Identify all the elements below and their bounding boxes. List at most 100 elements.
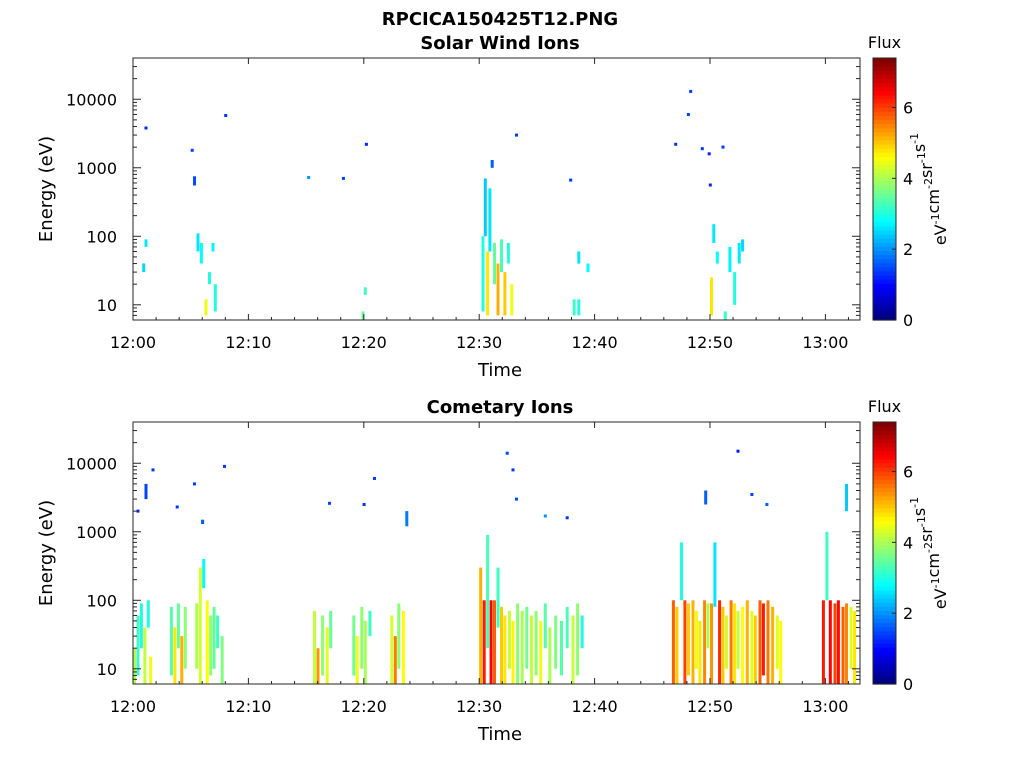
unit-exponent: -1 — [915, 152, 928, 163]
colorbar-tick-label: 0 — [903, 675, 913, 694]
colorbar-swatch — [873, 70, 896, 75]
colorbar-swatch — [873, 532, 896, 538]
unit-base: cm — [924, 553, 943, 577]
spectrogram-cell — [572, 299, 576, 316]
spectrogram-cell — [825, 531, 829, 601]
spectrogram-cell — [144, 126, 148, 130]
plot-frame — [132, 421, 861, 685]
spectrogram-cell — [209, 615, 213, 676]
colorbar-swatch — [873, 593, 896, 599]
spectrogram-cell — [352, 615, 356, 676]
spectrogram-cell — [686, 113, 690, 116]
unit-exponent: -1 — [908, 133, 921, 144]
spectrogram-cell — [363, 620, 367, 684]
colorbar-tick-label: 2 — [903, 240, 913, 259]
unit-exponent: -2 — [922, 542, 935, 553]
spectrogram-cell — [139, 603, 143, 649]
colorbar-unit-label: eV-1cm-2sr-1s-1 — [908, 133, 950, 245]
colorbar-swatch — [873, 107, 896, 112]
colorbar-swatch — [873, 618, 896, 624]
spectrogram-cell — [361, 311, 365, 320]
colorbar-swatch — [873, 266, 896, 272]
colorbar-swatch — [873, 168, 896, 174]
colorbar-swatch — [873, 123, 896, 129]
panel-title: Solar Wind Ions — [420, 33, 579, 54]
colorbar-swatch — [873, 475, 896, 480]
colorbar-swatch — [873, 74, 896, 80]
spectrogram-cell — [479, 567, 483, 684]
colorbar-swatch — [873, 634, 896, 640]
colorbar-swatch — [873, 577, 896, 583]
colorbar-swatch — [873, 254, 896, 260]
y-tick-label: 1000 — [76, 523, 117, 542]
colorbar-swatch — [873, 655, 896, 661]
spectrogram-cell — [771, 606, 775, 684]
colorbar-swatch — [873, 507, 896, 513]
spectrogram-cell — [363, 287, 367, 295]
spectrogram-cell — [750, 610, 754, 684]
colorbar-swatch — [873, 234, 896, 239]
spectrogram-cell — [691, 600, 695, 684]
colorbar-swatch — [873, 426, 896, 431]
unit-exponent: -2 — [922, 178, 935, 189]
spectrogram-cell — [489, 600, 493, 684]
spectrogram-cell — [151, 468, 155, 472]
spectrogram-cell — [833, 603, 837, 684]
spectrogram-cell — [671, 600, 675, 684]
spectrogram-cell — [220, 636, 224, 684]
colorbar-swatch — [873, 111, 896, 116]
spectrogram-cell — [586, 263, 590, 273]
spectrogram-cell — [745, 600, 749, 684]
x-tick-label: 12:10 — [225, 697, 271, 716]
spectrogram-cell — [401, 610, 405, 684]
colorbar-tick-label: 6 — [903, 99, 913, 118]
spectrogram-cell — [736, 610, 740, 669]
spectrogram-cell — [144, 483, 148, 500]
spectrogram-cell — [508, 610, 511, 669]
spectrogram-cell — [836, 600, 840, 684]
colorbar-swatch — [873, 283, 896, 288]
colorbar-title: Flux — [868, 33, 901, 52]
spectrogram-cell — [515, 133, 518, 137]
colorbar-swatch — [873, 90, 896, 96]
colorbar-swatch — [873, 115, 896, 120]
x-tick-label: 12:30 — [456, 333, 502, 352]
colorbar-swatch — [873, 143, 896, 149]
spectrogram-cell — [758, 600, 762, 684]
spectrogram-cell — [482, 600, 486, 684]
colorbar-swatch — [873, 602, 896, 607]
spectrogram-cell — [373, 477, 376, 480]
colorbar-swatch — [873, 434, 896, 439]
colorbar-swatch — [873, 516, 896, 521]
spectrogram-cell — [212, 606, 216, 669]
spectrogram-cells — [133, 449, 857, 684]
spectrogram-cell — [700, 147, 704, 151]
spectrogram-cell — [565, 516, 569, 520]
spectrogram-cell — [190, 148, 194, 152]
colorbar-swatch — [873, 307, 896, 313]
spectrogram-cell — [325, 627, 329, 684]
colorbar-swatch — [873, 671, 896, 677]
colorbar-swatch — [873, 585, 896, 591]
colorbar-swatch — [873, 205, 896, 211]
colorbar-swatch — [873, 430, 896, 435]
colorbar-swatch — [873, 86, 896, 92]
spectrogram-cell — [721, 145, 725, 149]
spectrogram-cell — [737, 242, 741, 264]
spectrogram-cell — [483, 178, 487, 237]
spectrogram-cell — [149, 656, 153, 684]
spectrogram-cell — [213, 284, 217, 312]
colorbar-swatch — [873, 250, 896, 256]
colorbar-swatch — [873, 229, 896, 235]
unit-exponent: -1 — [929, 577, 942, 588]
colorbar-swatch — [873, 303, 896, 309]
colorbar-swatch — [873, 610, 896, 615]
spectrogram-cell — [539, 620, 543, 684]
solar-wind-ions-panel: Solar Wind Ions 12:00 12:10 12:20 12:30 12:40… — [36, 33, 950, 381]
unit-exponent: -1 — [908, 497, 921, 508]
colorbar-swatch — [873, 548, 896, 554]
colorbar-swatch — [873, 544, 896, 550]
colorbar-swatch — [873, 152, 896, 157]
x-tick-label: 12:00 — [110, 697, 156, 716]
